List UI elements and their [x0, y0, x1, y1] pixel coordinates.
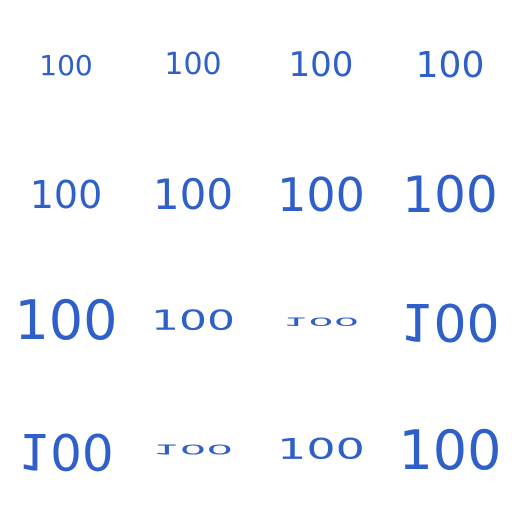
number-label: 100 — [18, 422, 114, 480]
grid-cell: 100 — [129, 256, 257, 384]
number-label: 100 — [398, 419, 502, 482]
grid-cell: 100 — [257, 0, 385, 128]
grid-cell: 100 — [386, 256, 512, 384]
grid-cell: 100 — [386, 128, 512, 256]
grid-cell: 100 — [2, 0, 130, 128]
grid-cell: 100 — [2, 384, 130, 512]
number-label: 100 — [39, 49, 93, 82]
grid-cell: 100 — [386, 0, 512, 128]
number-label: 100 — [151, 304, 235, 337]
grid-cell: 100 — [386, 384, 512, 512]
number-label: 100 — [277, 432, 365, 466]
number-label: 100 — [288, 45, 354, 85]
number-label: 100 — [152, 441, 234, 457]
number-label: 100 — [277, 168, 365, 222]
grid-cell: 100 — [129, 384, 257, 512]
number-label: 100 — [14, 289, 118, 352]
grid-cell: 100 — [257, 256, 385, 384]
number-label: 100 — [152, 170, 234, 219]
grid-cell: 100 — [2, 128, 130, 256]
number-label: 100 — [400, 291, 500, 351]
grid-cell: 100 — [129, 0, 257, 128]
number-label: 100 — [164, 47, 222, 82]
number-label: 100 — [415, 45, 485, 86]
grid-cell: 100 — [257, 128, 385, 256]
number-label: 100 — [282, 314, 360, 328]
grid-cell: 100 — [129, 128, 257, 256]
grid-cell: 100 — [2, 256, 130, 384]
number-label: 100 — [402, 166, 498, 224]
number-label: 100 — [29, 173, 103, 217]
grid-cell: 100 — [257, 384, 385, 512]
